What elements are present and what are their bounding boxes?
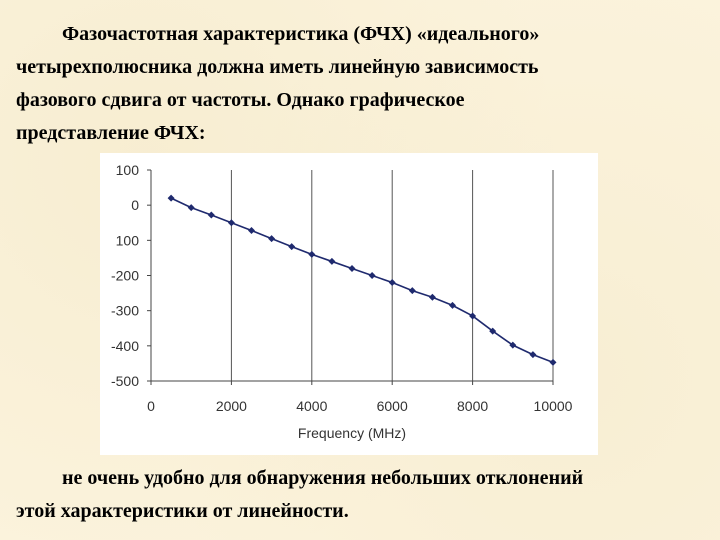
data-point-14 [449,301,456,309]
conclusion-line-1: не очень удобно для обнаружения небольши… [62,467,584,489]
data-point-7 [308,250,316,258]
data-point-8 [328,257,336,265]
chart-series [167,194,557,366]
data-point-10 [368,272,376,279]
y-tick-label-4: -300 [111,303,139,319]
conclusion-paragraph: не очень удобно для обнаружения небольши… [16,462,706,528]
data-point-11 [388,279,396,287]
data-point-5 [268,235,276,243]
data-point-16 [489,327,497,335]
chart-grid [230,170,554,381]
data-point-19 [549,358,557,366]
data-point-0 [167,194,175,202]
intro-line-1: Фазочастотная характеристика (ФЧХ) «идеа… [62,23,540,45]
data-point-15 [469,312,477,320]
intro-line-4: представление ФЧХ: [16,122,206,144]
series-line-0 [170,197,554,364]
data-point-6 [288,243,296,251]
y-tick-label-6: -500 [111,373,139,389]
intro-line-2: четырехполюсника должна иметь линейную з… [16,56,539,78]
conclusion-line-2: этой характеристики от линейности. [16,500,349,522]
data-point-1 [187,204,195,212]
x-tick-label-1: 2000 [216,398,247,414]
x-tick-label-3: 6000 [377,398,408,414]
data-point-17 [509,341,517,349]
y-tick-label-2: 100 [116,232,140,248]
data-point-13 [428,293,436,301]
intro-line-3: фазового сдвига от частоты. Однако графи… [16,89,465,111]
data-point-2 [207,211,215,219]
x-tick-label-4: 8000 [457,398,488,414]
y-tick-label-5: -400 [111,338,139,354]
intro-paragraph: Фазочастотная характеристика (ФЧХ) «идеа… [16,18,706,150]
data-point-9 [348,264,356,272]
data-point-3 [227,219,235,227]
data-point-4 [248,226,255,234]
y-tick-label-0: 100 [116,162,140,178]
x-tick-label-0: 0 [147,398,155,414]
x-tick-label-5: 10000 [534,398,573,414]
y-tick-label-1: 0 [131,197,139,213]
x-tick-label-2: 4000 [296,398,327,414]
phase-frequency-chart: 100 0 100 -200 -300 -400 -500 0 2000 4000 6000 8000… [100,153,598,455]
x-axis-title: Frequency (MHz) [298,425,406,441]
chart-labels: 100 0 100 -200 -300 -400 -500 0 2000 4000 6000 8000… [111,162,573,441]
y-tick-label-3: -200 [111,268,139,284]
data-point-12 [408,287,416,295]
chart-svg: 100 0 100 -200 -300 -400 -500 0 2000 4000 6000 8000… [111,162,573,441]
data-point-18 [529,351,537,359]
chart-axes [147,169,554,385]
